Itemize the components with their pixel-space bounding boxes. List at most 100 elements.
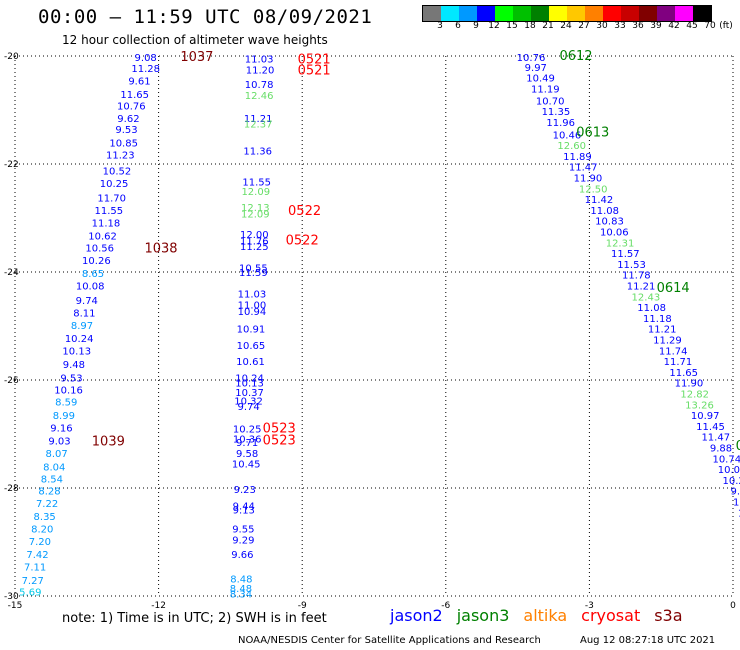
wave-height-value: 10.23 bbox=[733, 498, 740, 509]
chart-subtitle: 12 hour collection of altimeter wave hei… bbox=[62, 33, 328, 47]
color-scale-label: (ft) bbox=[719, 21, 733, 31]
wave-height-value: 11.55 bbox=[242, 177, 271, 188]
color-scale-label: 6 bbox=[455, 21, 461, 31]
wave-height-value: 9.88 bbox=[710, 444, 732, 455]
wave-height-value: 9.66 bbox=[231, 550, 253, 561]
wave-height-value: 11.90 bbox=[574, 174, 603, 185]
wave-height-value: 8.20 bbox=[31, 525, 53, 536]
wave-height-value: 11.29 bbox=[653, 336, 682, 347]
time-label: 1037 bbox=[180, 50, 213, 65]
wave-height-value: 10.32 bbox=[234, 397, 263, 408]
wave-height-value: 12.09 bbox=[241, 210, 270, 221]
wave-height-value: 12.43 bbox=[632, 292, 661, 303]
wave-height-value: 10.25 bbox=[100, 179, 129, 190]
wave-height-value: 11.08 bbox=[637, 303, 666, 314]
wave-height-value: 5.69 bbox=[19, 588, 41, 599]
y-tick-label: -20 bbox=[4, 52, 19, 62]
wave-height-value: 11.02 bbox=[738, 508, 740, 519]
wave-height-value: 11.25 bbox=[240, 242, 269, 253]
wave-height-value: 8.07 bbox=[46, 449, 68, 460]
color-swatch bbox=[495, 6, 513, 21]
wave-height-value: 10.65 bbox=[237, 341, 266, 352]
wave-height-value: 11.65 bbox=[120, 90, 149, 101]
wave-height-value: 10.28 bbox=[723, 476, 740, 487]
wave-height-value: 10.61 bbox=[236, 357, 265, 368]
wave-height-value: 11.21 bbox=[244, 114, 273, 125]
wave-height-value: 11.35 bbox=[542, 107, 571, 118]
color-scale-label: 9 bbox=[473, 21, 479, 31]
wave-height-value: 9.44 bbox=[233, 501, 255, 512]
color-scale-label: 30 bbox=[596, 21, 608, 31]
wave-height-value: 10.25 bbox=[233, 425, 262, 436]
satellite-legend: jason2 jason3 altika cryosat s3a bbox=[390, 606, 697, 625]
wave-height-value: 10.76 bbox=[517, 53, 546, 64]
color-scale-label: 36 bbox=[632, 21, 644, 31]
wave-height-value: 11.78 bbox=[622, 271, 651, 282]
wave-height-value: 11.18 bbox=[92, 218, 121, 229]
color-scale-label: 27 bbox=[578, 21, 590, 31]
wave-height-value: 12.82 bbox=[680, 390, 709, 401]
wave-height-value: 8.48 bbox=[230, 584, 252, 595]
legend-entry: s3a bbox=[654, 606, 683, 625]
wave-height-value: 12.60 bbox=[557, 141, 586, 152]
wave-height-value: 7.11 bbox=[24, 562, 46, 573]
wave-height-value: 11.08 bbox=[590, 206, 619, 217]
color-scale-label: 21 bbox=[542, 21, 554, 31]
color-swatch bbox=[549, 6, 567, 21]
wave-height-value: 9.62 bbox=[117, 114, 139, 125]
x-tick-label: -3 bbox=[585, 601, 594, 611]
wave-height-value: 11.21 bbox=[627, 282, 656, 293]
y-tick-label: -28 bbox=[4, 484, 19, 494]
wave-height-value: 12.31 bbox=[606, 238, 635, 249]
time-label: 0523 bbox=[263, 433, 296, 448]
wave-height-value: 9.97 bbox=[525, 63, 547, 74]
wave-height-value: 11.28 bbox=[131, 64, 160, 75]
wave-height-value: 7.22 bbox=[36, 499, 58, 510]
x-tick-label: 0 bbox=[730, 601, 736, 611]
color-scale-bar bbox=[422, 5, 712, 22]
wave-height-value: 9.48 bbox=[63, 360, 85, 371]
wave-height-value: 11.57 bbox=[611, 249, 640, 260]
color-swatch bbox=[477, 6, 495, 21]
wave-height-value: 8.28 bbox=[38, 487, 60, 498]
wave-height-value: 9.71 bbox=[236, 438, 258, 449]
y-tick-label: -26 bbox=[4, 376, 19, 386]
time-label: 0614 bbox=[657, 281, 690, 296]
wave-height-value: 8.35 bbox=[34, 512, 56, 523]
color-scale-label: 70 bbox=[704, 21, 716, 31]
color-swatch bbox=[639, 6, 657, 21]
wave-height-value: 11.70 bbox=[97, 193, 126, 204]
wave-height-value: 11.47 bbox=[701, 433, 730, 444]
wave-height-value: 8.65 bbox=[82, 269, 104, 280]
wave-height-value: 10.78 bbox=[245, 80, 274, 91]
wave-height-value: 10.06 bbox=[718, 465, 740, 476]
color-swatch bbox=[441, 6, 459, 21]
wave-height-value: 11.03 bbox=[245, 55, 274, 66]
time-label: 0521 bbox=[298, 53, 331, 68]
legend-entry: jason3 bbox=[456, 606, 510, 625]
wave-height-value: 11.76 bbox=[240, 237, 269, 248]
wave-height-value: 11.53 bbox=[617, 260, 646, 271]
y-tick-label: -30 bbox=[4, 592, 19, 602]
color-scale-label: 12 bbox=[488, 21, 500, 31]
wave-height-value: 11.55 bbox=[94, 206, 123, 217]
wave-height-value: 10.94 bbox=[238, 307, 267, 318]
wave-height-value: 12.13 bbox=[241, 203, 270, 214]
wave-height-value: 11.23 bbox=[106, 150, 135, 161]
wave-height-value: 9.61 bbox=[128, 76, 150, 87]
wave-height-value: 11.90 bbox=[675, 379, 704, 390]
wave-height-value: 10.56 bbox=[85, 244, 114, 255]
x-tick-label: -6 bbox=[441, 601, 450, 611]
wave-height-value: 11.59 bbox=[239, 268, 268, 279]
wave-height-value: 9.13 bbox=[233, 506, 255, 517]
color-swatch bbox=[675, 6, 693, 21]
y-tick-label: -24 bbox=[4, 268, 19, 278]
legend-entry: altika bbox=[523, 606, 568, 625]
x-tick-label: -9 bbox=[298, 601, 307, 611]
x-tick-label: -12 bbox=[151, 601, 166, 611]
wave-height-value: 8.04 bbox=[43, 462, 65, 473]
wave-height-value: 11.71 bbox=[664, 357, 693, 368]
wave-height-value: 10.26 bbox=[82, 256, 111, 267]
time-label: 0615 bbox=[736, 439, 740, 454]
